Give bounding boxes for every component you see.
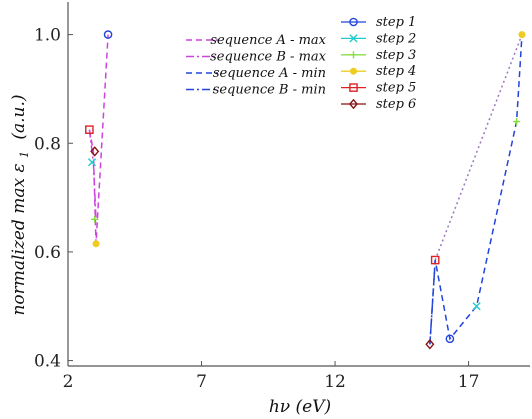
series-line-sequence-b-max (88, 129, 97, 220)
y-axis-title: normalized max ε 1 (a.u.) (9, 94, 33, 315)
y-axis-title-subscript: 1 (18, 151, 31, 158)
legend-label: sequence A - max (210, 33, 326, 48)
x-axis-title: hν (eV) (269, 397, 331, 417)
x-tick-label: 12 (324, 372, 346, 392)
axes: 2 7 12 17 0.4 0.6 0.8 1.0 (34, 2, 530, 392)
y-axis-title-main: normalized max ε (9, 163, 29, 315)
legend-label: sequence B - min (213, 83, 326, 98)
y-tick-label: 0.8 (34, 134, 61, 154)
legend-marker-step-1 (349, 17, 358, 27)
data-point-step-6-2 (425, 338, 435, 350)
data-point-step-4-2 (518, 31, 526, 39)
legend-marker-step-4 (350, 67, 357, 75)
series-lines (88, 34, 523, 345)
data-point-step-3-2 (513, 117, 521, 126)
data-point-step-1-1 (103, 30, 113, 39)
x-tick-label: 7 (196, 372, 207, 392)
x-tick-label: 2 (63, 372, 74, 392)
series-line-sequence-a-max (88, 34, 109, 244)
legend-label: sequence A - min (213, 66, 326, 81)
y-axis-title-unit: (a.u.) (9, 94, 29, 139)
x-tick-label: 17 (458, 372, 480, 392)
y-tick-label: 0.4 (34, 352, 61, 372)
data-point-step-4-1 (92, 240, 100, 248)
y-tick-label: 1.0 (34, 26, 61, 46)
data-point-step-2-2 (472, 302, 481, 311)
series-line-sequence-b-min (429, 260, 436, 345)
data-point-step-2-1 (87, 158, 97, 167)
dotted-trend-line (434, 34, 523, 261)
legend-label: step 5 (376, 81, 416, 96)
legend-label: step 3 (376, 48, 416, 63)
data-point-step-5-2 (430, 255, 440, 265)
series-markers (85, 30, 526, 350)
legend-label: step 2 (376, 31, 416, 46)
legend-marker-step-6 (348, 98, 359, 110)
legend-marker-step-3 (349, 51, 358, 59)
legend-label: sequence B - max (210, 50, 327, 65)
legend-marker-step-2 (349, 34, 358, 43)
y-tick-label: 0.6 (34, 243, 61, 263)
legend-label: step 6 (376, 97, 416, 112)
legend-marker-step-5 (349, 83, 358, 92)
legend-label: step 1 (376, 15, 416, 30)
series-line-sequence-a-min (429, 34, 523, 345)
data-point-step-5-1 (85, 125, 94, 134)
data-point-step-3-1 (91, 215, 99, 223)
data-point-step-1-2 (445, 334, 455, 344)
legend-label: step 4 (376, 64, 416, 79)
data-point-step-6-1 (90, 146, 100, 157)
